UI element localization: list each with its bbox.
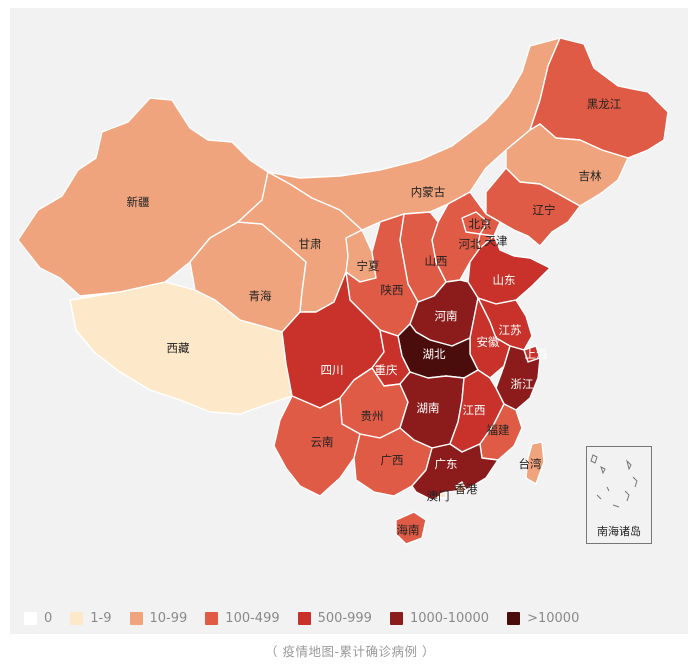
province-label-jilin: 吉林	[579, 169, 602, 183]
province-label-fujian: 福建	[487, 423, 510, 437]
legend-item[interactable]: 1-9	[70, 610, 112, 626]
legend-label: 100-499	[225, 610, 280, 626]
province-beijing[interactable]	[461, 211, 489, 235]
province-label-liaoning: 辽宁	[533, 203, 556, 217]
south-china-sea-inset: 南海诸岛	[586, 446, 652, 544]
legend-swatch	[389, 611, 403, 625]
province-label-guizhou: 贵州	[361, 409, 384, 423]
province-label-jiangxi: 江西	[463, 403, 486, 417]
province-taiwan[interactable]	[525, 441, 545, 485]
province-label-shaanxi: 陕西	[381, 283, 404, 297]
legend-item[interactable]: 10-99	[129, 610, 188, 626]
legend-item[interactable]: >10000	[507, 611, 579, 626]
province-label-anhui: 安徽	[477, 335, 500, 349]
province-label-guangdong: 广东	[435, 457, 458, 471]
province-label-hebei: 河北	[459, 237, 482, 251]
legend: 0 1-9 10-99 100-499 500-999 1000-10000 >10000	[24, 608, 597, 628]
province-xianggang[interactable]	[455, 481, 467, 495]
province-label-hainan: 海南	[397, 523, 420, 537]
legend-label: 1000-10000	[409, 610, 490, 626]
province-label-qinghai: 青海	[249, 289, 272, 303]
legend-swatch	[297, 611, 311, 625]
province-label-henan: 河南	[435, 309, 458, 323]
legend-label: >10000	[527, 610, 580, 626]
legend-item[interactable]: 500-999	[297, 610, 372, 626]
province-label-guangxi: 广西	[381, 453, 404, 467]
province-ningxia[interactable]	[345, 229, 377, 283]
legend-item[interactable]: 100-499	[205, 610, 280, 626]
province-label-tianjin: 天津	[485, 234, 508, 248]
province-label-shanxi: 山西	[425, 254, 448, 268]
legend-swatch	[70, 611, 84, 625]
province-label-zhejiang: 浙江	[511, 377, 534, 391]
legend-label: 10-99	[149, 610, 188, 626]
legend-swatch	[205, 611, 219, 625]
legend-swatch	[507, 611, 521, 625]
province-label-neimenggu: 内蒙古	[411, 185, 446, 199]
inset-label: 南海诸岛	[597, 525, 641, 538]
province-guangdong[interactable]	[411, 443, 499, 501]
province-label-beijing: 北京	[469, 217, 492, 231]
legend-label: 1-9	[90, 610, 112, 626]
map-caption: （ 疫情地图-累计确诊病例 ）	[265, 644, 435, 659]
province-label-heilongjiang: 黑龙江	[587, 97, 622, 111]
province-label-hubei: 湖北	[423, 347, 446, 361]
province-hainan[interactable]	[395, 511, 427, 545]
south-china-sea-islands-icon	[590, 454, 638, 508]
province-label-chongqing: 重庆	[375, 363, 398, 377]
province-label-aomen: 澳门	[427, 489, 450, 503]
province-label-xizang: 西藏	[167, 341, 190, 355]
province-label-shandong: 山东	[493, 273, 516, 287]
legend-swatch	[24, 611, 37, 625]
province-label-jiangsu: 江苏	[499, 323, 522, 337]
province-label-hunan: 湖南	[417, 401, 440, 415]
province-label-xinjiang: 新疆	[127, 195, 150, 209]
legend-label: 500-999	[317, 610, 372, 626]
province-aomen[interactable]	[439, 491, 447, 499]
legend-swatch	[129, 611, 143, 625]
province-label-shanghai: 上海	[525, 347, 548, 361]
province-label-xianggang: 香港	[455, 482, 478, 496]
legend-label: 0	[44, 610, 53, 626]
province-label-yunnan: 云南	[311, 435, 334, 449]
legend-item[interactable]: 0	[24, 611, 52, 626]
province-label-gansu: 甘肃	[299, 237, 322, 251]
province-label-ningxia: 宁夏	[357, 259, 380, 273]
province-yunnan[interactable]	[273, 395, 361, 497]
province-label-taiwan: 台湾	[519, 457, 542, 471]
legend-item[interactable]: 1000-10000	[389, 610, 490, 626]
province-label-sichuan: 四川	[321, 363, 344, 377]
